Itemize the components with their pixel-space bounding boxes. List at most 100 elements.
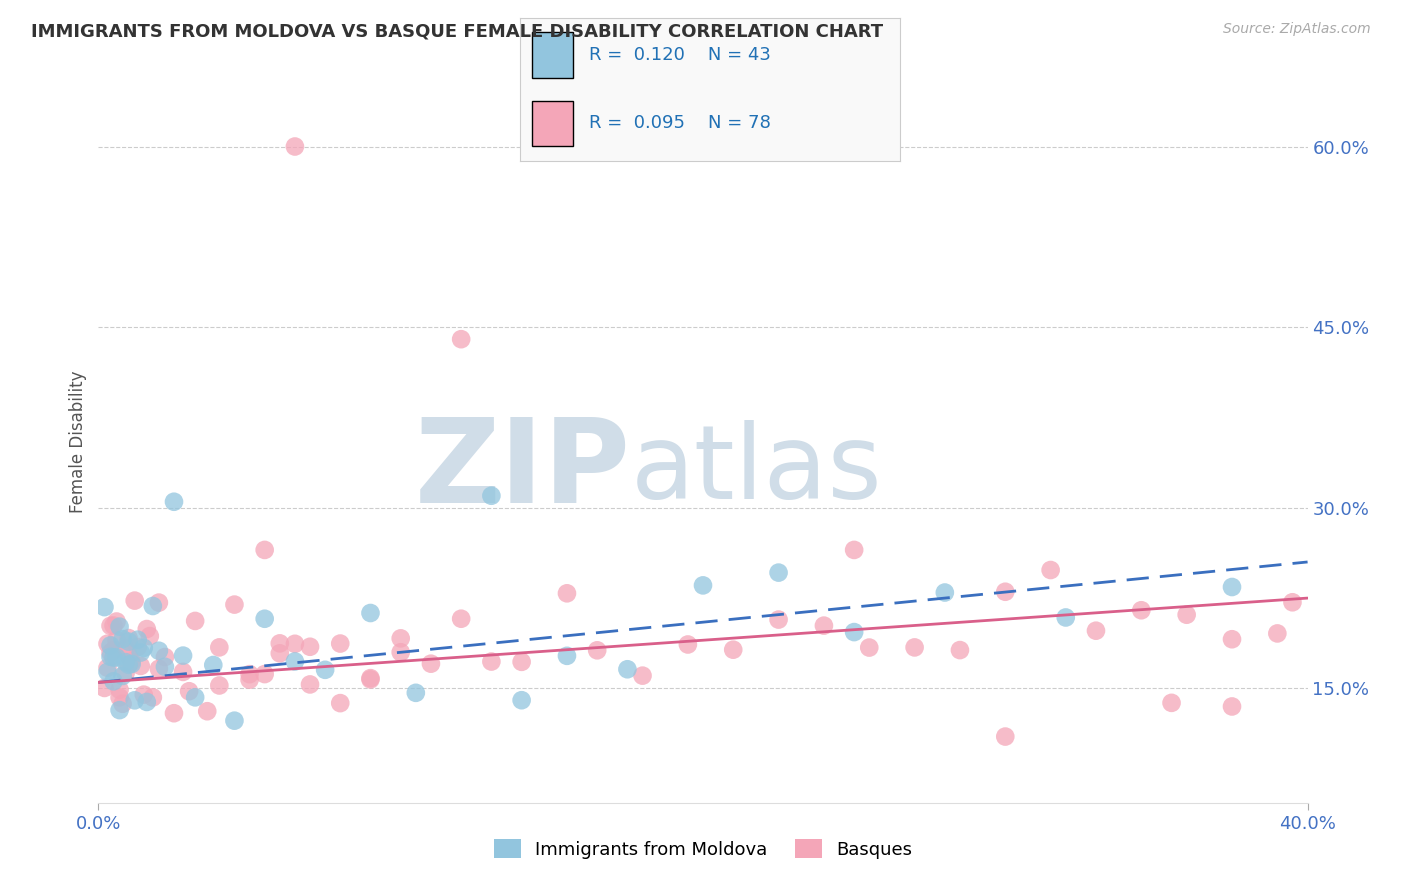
Point bbox=[420, 657, 443, 671]
Point bbox=[135, 695, 157, 709]
Point bbox=[450, 332, 472, 346]
Text: IMMIGRANTS FROM MOLDOVA VS BASQUE FEMALE DISABILITY CORRELATION CHART: IMMIGRANTS FROM MOLDOVA VS BASQUE FEMALE… bbox=[31, 22, 883, 40]
Point bbox=[108, 703, 131, 717]
Point bbox=[129, 659, 152, 673]
Point bbox=[768, 566, 790, 580]
Point bbox=[949, 643, 972, 657]
Point bbox=[253, 667, 276, 681]
Point bbox=[103, 618, 125, 632]
Point bbox=[93, 600, 115, 615]
Point bbox=[555, 648, 578, 663]
Point bbox=[121, 655, 143, 669]
Point bbox=[105, 650, 128, 665]
Point bbox=[111, 697, 134, 711]
Point bbox=[510, 655, 533, 669]
Point bbox=[105, 633, 128, 648]
Point bbox=[314, 663, 336, 677]
Point bbox=[253, 542, 276, 557]
Point bbox=[723, 642, 745, 657]
Point bbox=[148, 596, 170, 610]
Point bbox=[184, 690, 207, 705]
Point bbox=[208, 678, 231, 692]
Point bbox=[124, 693, 146, 707]
Point bbox=[405, 686, 427, 700]
Point bbox=[108, 620, 131, 634]
Point bbox=[132, 688, 155, 702]
Point bbox=[360, 606, 382, 620]
Text: R =  0.095    N = 78: R = 0.095 N = 78 bbox=[589, 114, 770, 132]
Point bbox=[904, 640, 927, 655]
Point bbox=[1267, 626, 1289, 640]
Point bbox=[114, 666, 136, 681]
Point bbox=[153, 650, 176, 665]
Point bbox=[1130, 603, 1153, 617]
Point bbox=[481, 489, 503, 503]
Point bbox=[142, 690, 165, 705]
Point bbox=[100, 646, 122, 660]
Point bbox=[172, 665, 194, 679]
Point bbox=[1054, 610, 1077, 624]
Point bbox=[329, 696, 352, 710]
Point bbox=[1085, 624, 1108, 638]
Point bbox=[844, 625, 866, 640]
Text: ZIP: ZIP bbox=[415, 413, 630, 528]
Point bbox=[129, 646, 152, 660]
Point bbox=[148, 644, 170, 658]
FancyBboxPatch shape bbox=[531, 32, 574, 78]
Point bbox=[481, 655, 503, 669]
Point bbox=[93, 681, 115, 695]
Point bbox=[184, 614, 207, 628]
Point bbox=[100, 619, 122, 633]
Point bbox=[163, 494, 186, 508]
Point bbox=[510, 693, 533, 707]
Point bbox=[202, 658, 225, 673]
Point bbox=[768, 613, 790, 627]
Point bbox=[108, 682, 131, 697]
Point bbox=[934, 585, 956, 599]
Point bbox=[239, 673, 262, 687]
Point bbox=[389, 632, 412, 646]
Point bbox=[389, 645, 412, 659]
Point bbox=[142, 599, 165, 613]
FancyBboxPatch shape bbox=[531, 101, 574, 146]
Point bbox=[813, 618, 835, 632]
Point bbox=[103, 650, 125, 665]
Point bbox=[253, 612, 276, 626]
Point bbox=[224, 598, 246, 612]
Point bbox=[1220, 580, 1243, 594]
Point bbox=[1160, 696, 1182, 710]
Point bbox=[118, 648, 141, 663]
Point bbox=[114, 655, 136, 669]
Point bbox=[631, 668, 654, 682]
Point bbox=[172, 648, 194, 663]
Point bbox=[616, 662, 638, 676]
Text: R =  0.120    N = 43: R = 0.120 N = 43 bbox=[589, 46, 770, 64]
Point bbox=[135, 622, 157, 636]
Point bbox=[139, 629, 162, 643]
Point bbox=[100, 639, 122, 653]
Legend: Immigrants from Moldova, Basques: Immigrants from Moldova, Basques bbox=[486, 832, 920, 866]
Point bbox=[132, 640, 155, 655]
Point bbox=[858, 640, 880, 655]
Point bbox=[994, 584, 1017, 599]
Point bbox=[111, 669, 134, 683]
Point bbox=[127, 632, 149, 647]
Point bbox=[692, 578, 714, 592]
Point bbox=[121, 657, 143, 671]
Point bbox=[163, 706, 186, 721]
Text: atlas: atlas bbox=[630, 420, 882, 521]
Point bbox=[450, 612, 472, 626]
Point bbox=[1220, 632, 1243, 647]
Point bbox=[148, 662, 170, 676]
Point bbox=[239, 667, 262, 681]
Point bbox=[1220, 699, 1243, 714]
Point bbox=[1175, 607, 1198, 622]
Point bbox=[179, 684, 201, 698]
Point bbox=[114, 641, 136, 656]
Point bbox=[153, 660, 176, 674]
Point bbox=[994, 730, 1017, 744]
Point bbox=[284, 637, 307, 651]
Point bbox=[208, 640, 231, 655]
Point bbox=[1039, 563, 1062, 577]
Point bbox=[555, 586, 578, 600]
